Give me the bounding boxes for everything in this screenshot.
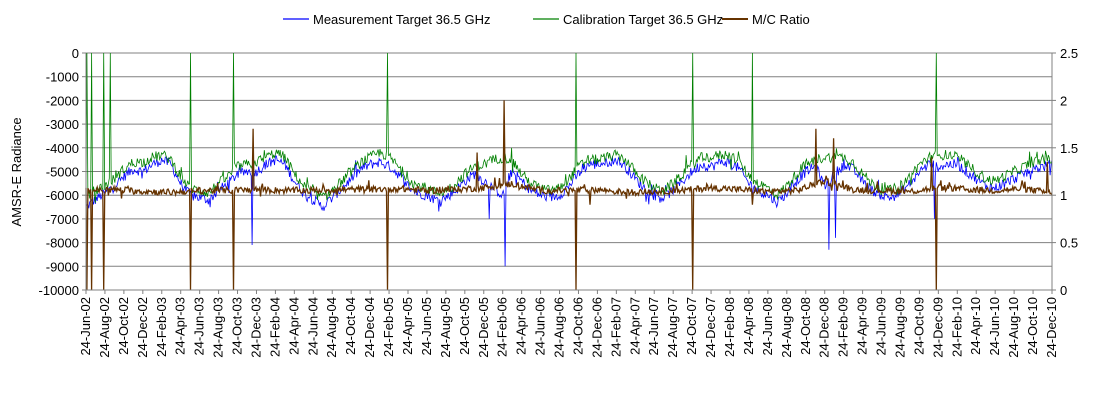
x-tick-label: 24-Oct-08 [798,297,813,355]
right-tick-label: 2 [1060,93,1067,108]
x-tick-label: 24-Apr-05 [400,297,415,355]
x-tick-label: 24-Feb-07 [608,297,623,357]
left-tick-label: 0 [72,46,79,61]
x-tick-label: 24-Oct-07 [684,297,699,355]
x-tick-label: 24-Dec-07 [703,297,718,358]
x-tick-label: 24-Oct-06 [571,297,586,355]
x-tick-label: 24-Feb-03 [154,297,169,357]
x-tick-label: 24-Dec-10 [1044,297,1059,358]
x-tick-label: 24-Dec-06 [589,297,604,358]
plot-series [85,52,1053,291]
left-axis-title: AMSR-E Radiance [9,117,24,226]
gridlines [86,52,1052,291]
left-axis-ticks: 0 -1000 -2000 -3000 -4000 -5000 -6000 -7000 -800… [39,46,86,298]
x-tick-label: 24-Aug-02 [97,297,112,358]
x-tick-label: 24-Apr-09 [855,297,870,355]
right-tick-label: 0 [1060,283,1067,298]
x-tick-label: 24-Jun-03 [192,297,207,356]
left-tick-label: -3000 [46,117,79,132]
x-tick-label: 24-Oct-05 [457,297,472,355]
left-tick-label: -1000 [46,70,79,85]
x-tick-label: 24-Feb-10 [949,297,964,357]
left-tick-label: -9000 [46,259,79,274]
x-tick-label: 24-Apr-06 [514,297,529,355]
right-tick-label: 1.5 [1060,141,1078,156]
legend-entry: Calibration Target 36.5 GHz [533,12,723,27]
x-tick-label: 24-Aug-04 [324,297,339,358]
series-3 [85,100,1053,291]
x-tick-label: 24-Aug-05 [438,297,453,358]
left-tick-label: -4000 [46,141,79,156]
x-tick-label: 24-Apr-03 [173,297,188,355]
series-line [85,155,1053,267]
x-tick-label: 24-Aug-08 [779,297,794,358]
legend-label: Calibration Target 36.5 GHz [563,12,723,27]
x-tick-label: 24-Dec-09 [930,297,945,358]
left-tick-label: -8000 [46,236,79,251]
x-tick-label: 24-Jun-05 [419,297,434,356]
legend: Measurement Target 36.5 GHz Calibration T… [283,12,810,27]
series-line [85,100,1053,291]
x-tick-label: 24-Dec-04 [362,297,377,358]
x-tick-label: 24-Apr-08 [741,297,756,355]
x-tick-label: 24-Feb-04 [267,297,282,357]
x-tick-label: 24-Jun-06 [533,297,548,356]
x-tick-label: 24-Jun-02 [78,297,93,356]
x-tick-label: 24-Feb-08 [722,297,737,357]
x-tick-label: 24-Aug-06 [552,297,567,358]
x-tick-label: 24-Feb-05 [381,297,396,357]
x-tick-label: 24-Jun-09 [874,297,889,356]
left-tick-label: -7000 [46,212,79,227]
x-axis-ticks: 24-Jun-02 24-Aug-02 24-Oct-02 24-Dec-02 24-F… [78,290,1059,358]
x-tick-label: 24-Feb-09 [836,297,851,357]
right-tick-label: 2.5 [1060,46,1078,61]
x-tick-label: 24-Dec-05 [476,297,491,358]
left-tick-label: -2000 [46,93,79,108]
legend-entry: Measurement Target 36.5 GHz [283,12,491,27]
x-tick-label: 24-Feb-06 [495,297,510,357]
x-tick-label: 24-Dec-02 [135,297,150,358]
x-tick-label: 24-Oct-04 [343,297,358,355]
right-tick-label: 0.5 [1060,236,1078,251]
right-tick-label: 1 [1060,188,1067,203]
x-tick-label: 24-Dec-08 [817,297,832,358]
x-tick-label: 24-Jun-07 [646,297,661,356]
x-tick-label: 24-Aug-03 [211,297,226,358]
legend-entry: M/C Ratio [722,12,810,27]
x-tick-label: 24-Jun-04 [305,297,320,356]
x-tick-label: 24-Aug-09 [893,297,908,358]
x-tick-label: 24-Oct-02 [116,297,131,355]
series-line [85,52,1053,203]
x-tick-label: 24-Oct-09 [911,297,926,355]
x-tick-label: 24-Aug-07 [665,297,680,358]
x-tick-label: 24-Jun-08 [760,297,775,356]
x-tick-label: 24-Apr-04 [286,297,301,355]
x-tick-label: 24-Dec-03 [249,297,264,358]
left-tick-label: -6000 [46,188,79,203]
x-tick-label: 24-Jun-10 [987,297,1002,356]
x-tick-label: 24-Apr-10 [968,297,983,355]
series-2 [85,52,1053,203]
x-tick-label: 24-Apr-07 [627,297,642,355]
legend-label: M/C Ratio [752,12,810,27]
x-tick-label: 24-Oct-10 [1025,297,1040,355]
left-tick-label: -10000 [39,283,79,298]
left-tick-label: -5000 [46,165,79,180]
series-1 [85,155,1053,267]
legend-label: Measurement Target 36.5 GHz [313,12,491,27]
x-tick-label: 24-Aug-10 [1006,297,1021,358]
x-tick-label: 24-Oct-03 [230,297,245,355]
right-axis-ticks: 2.5 2 1.5 1 0.5 0 [1052,46,1078,298]
